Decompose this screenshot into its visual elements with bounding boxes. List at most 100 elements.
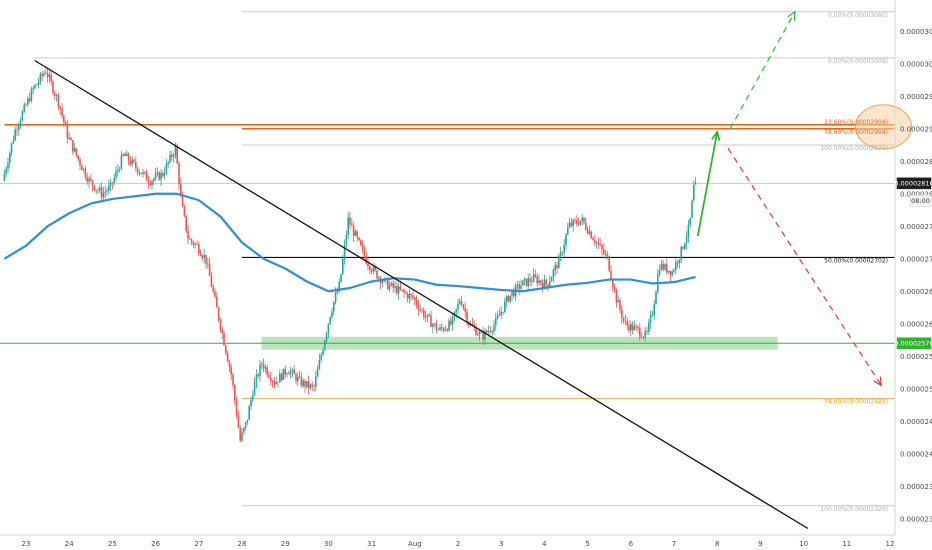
price-tick-label: 0.00002700 bbox=[900, 255, 932, 263]
price-tag-label[interactable]: 0.00002816 bbox=[894, 180, 932, 188]
candle-body bbox=[81, 165, 83, 170]
fib-level-label: 0.00%(0.00003009) bbox=[828, 58, 888, 65]
candle-body bbox=[523, 278, 526, 281]
candle-body bbox=[306, 381, 308, 387]
time-tick-label: 25 bbox=[108, 540, 117, 548]
projection-line bbox=[729, 11, 796, 130]
candle-body bbox=[192, 242, 195, 245]
candle-body bbox=[556, 265, 558, 269]
candle-body bbox=[194, 243, 196, 245]
candle-body bbox=[590, 231, 592, 239]
candle-body bbox=[234, 384, 236, 401]
price-tag-label[interactable]: 0.00002570 bbox=[894, 340, 932, 348]
candle-body bbox=[82, 168, 85, 170]
candle-body bbox=[622, 318, 625, 321]
candle-body bbox=[603, 249, 605, 254]
candle-body bbox=[102, 192, 105, 198]
fib-level-label: 100.00%(0.00002875) bbox=[820, 145, 888, 152]
candle-body bbox=[428, 314, 430, 316]
candle-body bbox=[19, 120, 22, 126]
candle-body bbox=[48, 74, 51, 77]
price-tags-layer[interactable]: 0.00002816 08:00 0.00002570 bbox=[894, 177, 932, 350]
candle-body bbox=[280, 373, 283, 381]
candle-body bbox=[52, 81, 54, 93]
candle-body bbox=[223, 333, 225, 346]
candle-body bbox=[181, 194, 184, 207]
candle-body bbox=[115, 171, 117, 178]
candle-body bbox=[417, 305, 420, 310]
candle-body bbox=[147, 180, 150, 184]
candle-body bbox=[144, 171, 146, 173]
price-tag-box[interactable] bbox=[896, 337, 932, 350]
candle-body bbox=[304, 380, 306, 387]
candle-body bbox=[88, 178, 90, 182]
candle-body bbox=[405, 292, 407, 294]
candle-body bbox=[221, 329, 223, 334]
time-tick-label: 3 bbox=[499, 540, 503, 548]
candle-body bbox=[455, 309, 457, 313]
candle-body bbox=[669, 271, 672, 276]
candle-body bbox=[495, 318, 497, 326]
candle-body bbox=[369, 266, 371, 271]
time-tick-label: 30 bbox=[324, 540, 333, 548]
candle-body bbox=[671, 271, 673, 276]
candle-body bbox=[565, 234, 567, 245]
candle-body bbox=[122, 153, 124, 156]
candle-body bbox=[630, 323, 632, 331]
candle-body bbox=[475, 327, 477, 336]
highlight-circle-layer bbox=[855, 104, 913, 150]
candle-body bbox=[534, 274, 537, 277]
candle-body bbox=[635, 325, 637, 327]
candle-body bbox=[433, 323, 436, 325]
candle-body bbox=[219, 319, 222, 330]
candle-body bbox=[241, 432, 243, 441]
candle-body bbox=[478, 331, 481, 335]
candle-body bbox=[435, 323, 438, 330]
candle-body bbox=[252, 395, 254, 400]
candle-body bbox=[446, 329, 448, 331]
candle-body bbox=[262, 363, 265, 369]
candle-body bbox=[138, 172, 141, 174]
price-tick-label: 0.00002900 bbox=[900, 125, 932, 133]
candle-body bbox=[624, 320, 627, 322]
candle-body bbox=[396, 286, 398, 294]
candle-body bbox=[75, 148, 78, 156]
candle-body bbox=[36, 84, 38, 86]
candle-body bbox=[217, 307, 220, 320]
candle-body bbox=[291, 369, 294, 372]
candle-body bbox=[412, 295, 414, 298]
support-zone-layer bbox=[0, 336, 895, 350]
candle-body bbox=[255, 374, 258, 383]
candle-body bbox=[484, 330, 486, 340]
candle-body bbox=[639, 328, 641, 337]
candle-body bbox=[70, 137, 72, 141]
candle-body bbox=[226, 353, 229, 362]
candle-body bbox=[176, 145, 178, 164]
candle-body bbox=[338, 281, 340, 292]
candle-body bbox=[210, 275, 213, 287]
candle-body bbox=[324, 340, 326, 350]
candle-body bbox=[185, 215, 187, 231]
price-tag-label[interactable]: 08:00 bbox=[911, 197, 930, 205]
candle-body bbox=[300, 376, 303, 386]
candle-body bbox=[55, 95, 58, 96]
price-tag-box[interactable] bbox=[909, 194, 932, 207]
candle-body bbox=[288, 373, 290, 375]
candle-body bbox=[360, 240, 362, 246]
candle-body bbox=[529, 278, 531, 282]
time-tick-label: 29 bbox=[281, 540, 290, 548]
price-tag-box[interactable] bbox=[896, 177, 932, 190]
candle-body bbox=[457, 303, 459, 310]
candle-body bbox=[16, 129, 18, 131]
time-tick-label: 28 bbox=[238, 540, 247, 548]
candle-body bbox=[25, 104, 27, 106]
time-tick-label: 24 bbox=[65, 540, 74, 548]
candle-body bbox=[149, 183, 151, 185]
candle-body bbox=[381, 281, 384, 284]
candle-body bbox=[340, 274, 342, 282]
candle-body bbox=[408, 293, 411, 299]
candle-body bbox=[655, 291, 657, 305]
candle-body bbox=[9, 152, 11, 164]
candle-body bbox=[205, 254, 207, 264]
candle-body bbox=[399, 286, 402, 290]
